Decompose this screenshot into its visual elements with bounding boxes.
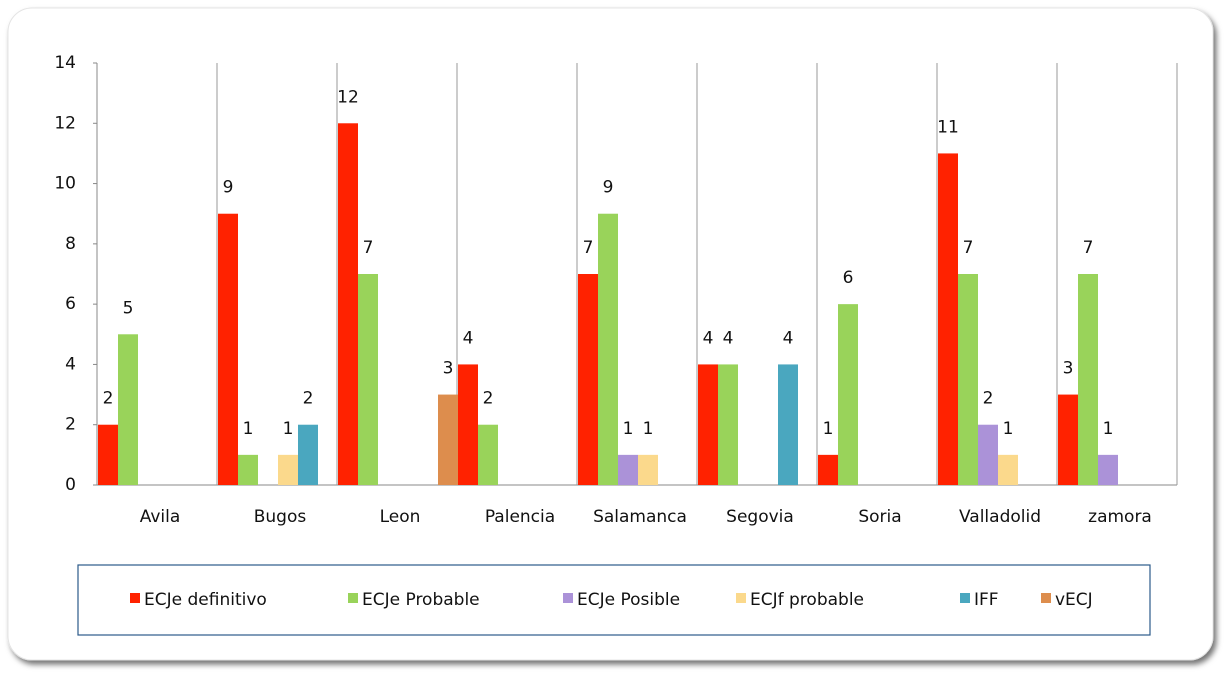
bar xyxy=(978,424,998,485)
bar xyxy=(718,364,738,485)
data-label: 4 xyxy=(703,328,714,348)
data-label: 3 xyxy=(1063,359,1074,379)
bar xyxy=(98,424,118,485)
legend-swatch xyxy=(960,593,970,603)
y-tick-label: 14 xyxy=(54,53,76,73)
legend-label: ECJe definitivo xyxy=(144,590,267,610)
data-label: 2 xyxy=(103,389,114,409)
legend-swatch xyxy=(130,593,140,603)
data-label: 4 xyxy=(463,328,474,348)
data-label: 1 xyxy=(1103,419,1114,439)
data-label: 1 xyxy=(623,419,634,439)
data-label: 7 xyxy=(363,238,374,258)
x-tick-label: Palencia xyxy=(485,507,555,527)
y-tick-label: 0 xyxy=(65,475,76,495)
bar xyxy=(638,454,658,485)
x-tick-label: zamora xyxy=(1088,507,1152,527)
bar xyxy=(618,454,638,485)
y-tick-label: 8 xyxy=(65,234,76,254)
x-tick-label: Salamanca xyxy=(593,507,687,527)
legend-label: vECJ xyxy=(1055,590,1093,610)
bar xyxy=(1098,454,1118,485)
legend-box xyxy=(77,564,1151,636)
x-tick-label: Soria xyxy=(858,507,901,527)
data-label: 1 xyxy=(643,419,654,439)
bar xyxy=(438,394,458,485)
y-tick-label: 12 xyxy=(54,113,76,133)
legend-label: ECJf probable xyxy=(750,590,864,610)
bar xyxy=(698,364,718,485)
bar xyxy=(1058,394,1078,485)
bar xyxy=(218,213,238,485)
legend-swatch xyxy=(736,593,746,603)
bar xyxy=(598,213,618,485)
bar xyxy=(458,364,478,485)
data-label: 7 xyxy=(1083,238,1094,258)
legend-swatch xyxy=(348,593,358,603)
bar xyxy=(958,274,978,485)
bar xyxy=(338,123,358,486)
x-tick-label: Valladolid xyxy=(959,507,1041,527)
bar xyxy=(998,454,1018,485)
x-tick-label: Bugos xyxy=(254,507,307,527)
x-tick-label: Leon xyxy=(380,507,421,527)
y-tick-label: 6 xyxy=(65,294,76,314)
y-tick-label: 2 xyxy=(65,415,76,435)
data-label: 2 xyxy=(983,389,994,409)
legend-label: ECJe Probable xyxy=(362,590,480,610)
y-tick-label: 10 xyxy=(54,174,76,194)
bar xyxy=(238,454,258,485)
bar xyxy=(278,454,298,485)
x-tick-label: Avila xyxy=(140,507,181,527)
bar xyxy=(1078,274,1098,485)
y-tick-label: 4 xyxy=(65,354,76,374)
bar xyxy=(778,364,798,485)
bar xyxy=(478,424,498,485)
bar xyxy=(298,424,318,485)
bar xyxy=(578,274,598,485)
legend-swatch xyxy=(563,593,573,603)
bar xyxy=(938,153,958,485)
data-label: 1 xyxy=(243,419,254,439)
data-label: 6 xyxy=(843,268,854,288)
data-label: 9 xyxy=(603,178,614,198)
data-label: 1 xyxy=(1003,419,1014,439)
data-label: 3 xyxy=(443,359,454,379)
data-label: 1 xyxy=(823,419,834,439)
data-label: 7 xyxy=(583,238,594,258)
data-label: 4 xyxy=(723,328,734,348)
bar xyxy=(118,334,138,485)
bar xyxy=(818,454,838,485)
data-label: 4 xyxy=(783,328,794,348)
data-label: 2 xyxy=(303,389,314,409)
x-tick-label: Segovia xyxy=(726,507,794,527)
data-label: 9 xyxy=(223,178,234,198)
legend-label: ECJe Posible xyxy=(577,590,680,610)
bar xyxy=(838,304,858,485)
data-label: 5 xyxy=(123,298,134,318)
data-label: 7 xyxy=(963,238,974,258)
data-label: 12 xyxy=(337,87,359,107)
data-label: 2 xyxy=(483,389,494,409)
legend-swatch xyxy=(1041,593,1051,603)
bar xyxy=(358,274,378,485)
data-label: 11 xyxy=(937,117,959,137)
legend-label: IFF xyxy=(974,590,999,610)
data-label: 1 xyxy=(283,419,294,439)
